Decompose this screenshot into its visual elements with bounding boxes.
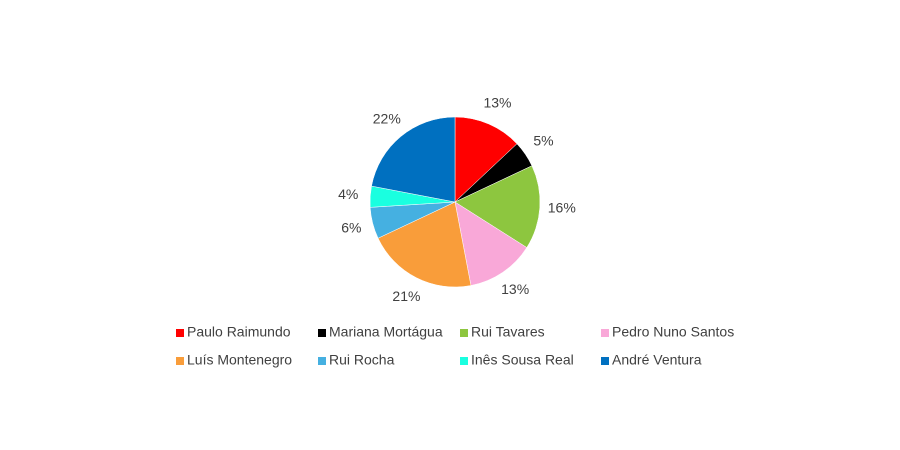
legend-swatch xyxy=(318,329,326,337)
pie-slice xyxy=(377,201,472,288)
legend-label: Inês Sousa Real xyxy=(471,352,574,368)
legend-label: Luís Montenegro xyxy=(187,352,292,368)
legend-label: Mariana Mortágua xyxy=(329,324,443,340)
legend-label: Pedro Nuno Santos xyxy=(612,324,734,340)
legend-swatch xyxy=(460,329,468,337)
data-label: 6% xyxy=(341,219,361,235)
data-label: 13% xyxy=(483,95,511,111)
legend-label: Rui Rocha xyxy=(329,352,395,368)
legend-label: Rui Tavares xyxy=(471,324,545,340)
data-label: 16% xyxy=(548,199,576,215)
data-label: 4% xyxy=(338,186,358,202)
legend-swatch xyxy=(176,329,184,337)
legend-swatch xyxy=(601,357,609,365)
legend-swatch xyxy=(601,329,609,337)
pie-slice xyxy=(371,116,456,203)
legend-swatch xyxy=(176,357,184,365)
legend-label: Paulo Raimundo xyxy=(187,324,291,340)
data-label: 13% xyxy=(501,281,529,297)
legend-swatch xyxy=(318,357,326,365)
legend-label: André Ventura xyxy=(612,352,702,368)
legend-swatch xyxy=(460,357,468,365)
data-label: 5% xyxy=(533,133,553,149)
data-label: 21% xyxy=(392,288,420,304)
data-label: 22% xyxy=(373,110,401,126)
pie-slice xyxy=(454,165,541,248)
pie-slice xyxy=(454,116,518,203)
pie-slice xyxy=(454,201,528,286)
